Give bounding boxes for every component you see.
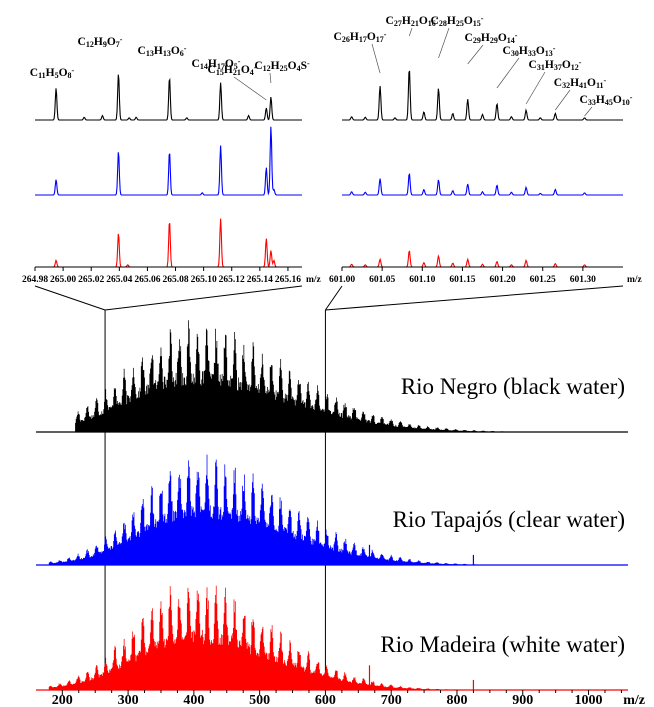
zoom-panel-601: 601.00 601.05 601.10 601.15 601.20 601.25 601.… [329,14,643,285]
zoom-trace-madeira [342,250,623,268]
zoom-tick-label: 265.14 [247,275,273,285]
zoom-trace-tapajos [342,172,623,196]
label-leader-line [496,57,520,89]
formula-label: C28H25O15- [431,14,484,29]
zoom-connector [105,285,303,311]
label-leader-line [408,27,413,37]
zoom-x-axis-label: m/z [306,275,322,285]
sample-label: Rio Negro (black water) [401,374,625,399]
zoom-tick-label: 265.06 [134,275,160,285]
label-leader-line [584,106,593,117]
label-leader-line [467,44,484,65]
x-tick-label: 900 [512,693,533,707]
formula-label: C33H45O10- [580,93,633,108]
zoom-trace-line [342,70,623,121]
spectrum-negro: Rio Negro (black water) [36,320,628,433]
x-tick-label: 1000 [575,693,603,707]
zoom-tick-label: 601.05 [369,275,395,285]
zoom-connector-lines [34,285,624,690]
x-tick-label: 300 [118,693,139,707]
spectrum-peaks [48,585,458,690]
zoom-x-axis: 601.00 601.05 601.10 601.15 601.20 601.25 601.… [329,266,643,285]
spectrum-peaks [48,454,494,565]
zoom-trace-negro [342,70,623,121]
x-tick-label: 700 [381,693,402,707]
zoom-tick-label: 265.00 [50,275,76,285]
formula-label: C12H25O4S- [254,59,310,74]
zoom-trace-line [35,218,302,268]
zoom-tick-label: 601.20 [490,275,516,285]
spectrum-madeira: Rio Madeira (white water) [36,585,628,691]
formula-label: C31H37O12- [529,58,582,73]
zoom-trace-tapajos [35,126,302,196]
formula-label: C15H21O4- [208,63,257,78]
zoom-tick-label: 601.10 [409,275,435,285]
label-leader-line [525,71,546,105]
zoom-tick-label: 265.08 [162,275,188,285]
zoom-trace-line [35,126,302,196]
sample-label: Rio Tapajós (clear water) [393,507,625,532]
zoom-trace-line [342,250,623,268]
zoom-tick-label: 265.16 [275,275,301,285]
x-tick-label: 400 [183,693,204,707]
sample-label: Rio Madeira (white water) [380,632,625,657]
formula-label: C12H9O7- [78,35,123,50]
label-leader-line [555,89,571,111]
zoom-connector [325,285,624,311]
formula-label: C30H33O13- [503,44,556,59]
zoom-x-axis-label: m/z [627,275,643,285]
zoom-tick-label: 264.98 [22,275,48,285]
zoom-tick-label: 265.02 [78,275,104,285]
zoom-x-axis: 264.98 265.00 265.02 265.04 265.06 265.08 265.… [22,266,322,285]
zoom-trace-negro [35,74,302,121]
zoom-tick-label: 265.04 [106,275,132,285]
zoom-connector [325,285,343,311]
x-tick-label: 600 [315,693,336,707]
zoom-tick-label: 601.15 [449,275,475,285]
x-tick-label: 500 [249,693,270,707]
zoom-tick-label: 265.10 [191,275,217,285]
x-axis-label: m/z [623,693,645,707]
label-leader-line [233,76,267,101]
zoom-trace-madeira [35,218,302,268]
formula-label: C13H13O6- [138,44,187,59]
formula-label: C27H21O16- [386,14,439,29]
full-spectrum-panel: Rio Negro (black water) Rio Tapajós (clea… [36,320,645,707]
zoom-tick-label: 265.12 [219,275,245,285]
zoom-tick-label: 601.00 [329,275,355,285]
formula-labels: C11H5O8- C12H9O7- C13H13O6- C14H17O5-C15H21… [30,35,310,101]
zoom-trace-line [35,74,302,121]
formula-label: C11H5O8- [30,66,75,81]
formula-label: C29H29O14- [465,31,518,46]
formula-label: C14H17O5- [192,57,241,72]
x-tick-label: 800 [446,693,467,707]
zoom-connector [34,285,106,311]
zoom-tick-label: 601.25 [530,275,556,285]
label-leader-line [438,27,450,59]
formula-label: C26H17O17- [334,30,387,45]
zoom-trace-line [342,172,623,196]
spectrum-peaks [75,320,512,432]
x-tick-label: 200 [52,693,73,707]
label-leader-line [269,72,272,84]
spectrum-tapajos: Rio Tapajós (clear water) [36,454,628,566]
label-leader-line [371,43,381,74]
formula-labels: C26H17O17-C27H21O16-C28H25O15- C29H29O14-… [334,14,633,117]
main-x-axis: 200 300 400 500 600 700 800 900 1000 m/z [52,690,645,707]
zoom-tick-label: 601.30 [570,275,596,285]
zoom-panel-265: 264.98 265.00 265.02 265.04 265.06 265.08 265.… [22,35,322,285]
formula-label: C32H41O11- [554,76,607,91]
